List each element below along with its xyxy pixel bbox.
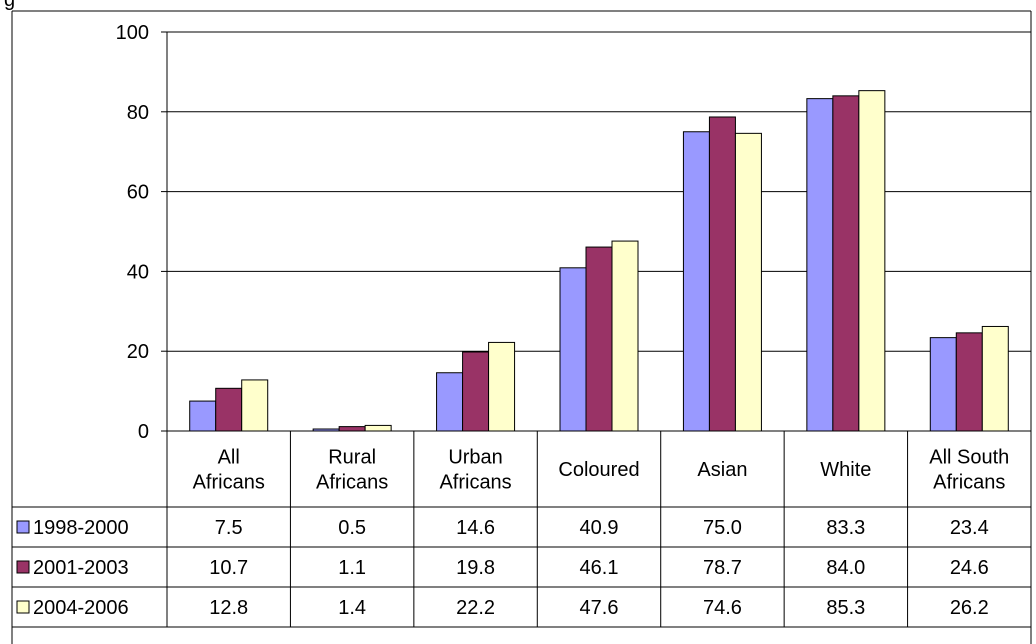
table-cell: 40.9 bbox=[580, 517, 619, 539]
bars bbox=[189, 90, 1009, 432]
legend-key-2004-2006 bbox=[16, 600, 30, 614]
category-label: Africans bbox=[439, 472, 511, 494]
table-cell: 12.8 bbox=[209, 597, 248, 619]
table-cell: 14.6 bbox=[456, 517, 495, 539]
table-cell: 84.0 bbox=[826, 557, 865, 579]
legend-label: 1998-2000 bbox=[33, 517, 129, 539]
y-tick-label: 20 bbox=[127, 341, 149, 363]
y-tick-label: 60 bbox=[127, 182, 149, 204]
table-cell: 7.5 bbox=[215, 517, 243, 539]
table-cell: 75.0 bbox=[703, 517, 742, 539]
category-label: Africans bbox=[933, 472, 1005, 494]
data-table: 1998-2000 7.5 0.5 14.6 40.9 75.0 83.3 23.4 2001-… bbox=[12, 506, 1031, 628]
legend-label: 2004-2006 bbox=[33, 597, 129, 619]
category-label: Africans bbox=[193, 472, 265, 494]
bar-2004-2006-3 bbox=[611, 240, 639, 432]
bar-2001-2003-5 bbox=[832, 95, 860, 432]
bar-2001-2003-4 bbox=[708, 116, 736, 432]
y-tick-labels: 0 20 40 60 80 100 bbox=[116, 22, 149, 443]
category-label: Asian bbox=[697, 459, 747, 481]
table-cell: 10.7 bbox=[209, 557, 248, 579]
axes bbox=[161, 31, 1032, 627]
bar-2001-2003-0 bbox=[215, 387, 243, 432]
category-label: Coloured bbox=[558, 459, 639, 481]
y-tick-label: 100 bbox=[116, 22, 149, 44]
table-cell: 85.3 bbox=[826, 597, 865, 619]
category-label: White bbox=[820, 459, 871, 481]
bar-2001-2003-2 bbox=[462, 351, 490, 432]
table-cell: 74.6 bbox=[703, 597, 742, 619]
bar-1998-2000-2 bbox=[436, 372, 464, 432]
bar-2004-2006-1 bbox=[364, 424, 392, 432]
bar-2004-2006-0 bbox=[241, 379, 269, 432]
bar-2001-2003-3 bbox=[585, 246, 613, 432]
bar-2004-2006-2 bbox=[488, 341, 516, 432]
table-cell: 26.2 bbox=[950, 597, 989, 619]
bar-1998-2000-4 bbox=[682, 131, 710, 432]
bar-1998-2000-0 bbox=[189, 400, 217, 432]
table-cell: 0.5 bbox=[338, 517, 366, 539]
table-cell: 19.8 bbox=[456, 557, 495, 579]
category-label: All South bbox=[929, 447, 1009, 469]
table-cell: 78.7 bbox=[703, 557, 742, 579]
y-tick-label: 0 bbox=[138, 421, 149, 443]
bar-1998-2000-3 bbox=[559, 267, 587, 432]
category-label: Africans bbox=[316, 472, 388, 494]
bar-2004-2006-4 bbox=[734, 132, 762, 432]
category-label: Urban bbox=[448, 447, 502, 469]
table-cell: 1.4 bbox=[338, 597, 366, 619]
table-cell: 1.1 bbox=[338, 557, 366, 579]
table-cell: 23.4 bbox=[950, 517, 989, 539]
legend-key-2001-2003 bbox=[16, 560, 30, 574]
y-tick-label: 40 bbox=[127, 261, 149, 283]
bar-2004-2006-5 bbox=[858, 90, 886, 432]
bar-1998-2000-6 bbox=[929, 337, 957, 432]
bar-1998-2000-5 bbox=[806, 98, 834, 432]
table-cell: 46.1 bbox=[580, 557, 619, 579]
bar-2004-2006-6 bbox=[981, 325, 1009, 432]
table-cell: 47.6 bbox=[580, 597, 619, 619]
table-cell: 24.6 bbox=[950, 557, 989, 579]
category-label: Rural bbox=[328, 447, 376, 469]
bar-2001-2003-1 bbox=[338, 426, 366, 432]
legend-label: 2001-2003 bbox=[33, 557, 129, 579]
bar-2001-2003-6 bbox=[955, 332, 983, 432]
table-cell: 22.2 bbox=[456, 597, 495, 619]
category-labels: All Africans Rural Africans Urban Africans Col… bbox=[193, 447, 1010, 494]
y-tick-label: 80 bbox=[127, 102, 149, 124]
table-cell: 83.3 bbox=[826, 517, 865, 539]
category-label: All bbox=[218, 447, 240, 469]
legend-key-1998-2000 bbox=[16, 520, 30, 534]
header-fragment: g bbox=[4, 0, 15, 11]
